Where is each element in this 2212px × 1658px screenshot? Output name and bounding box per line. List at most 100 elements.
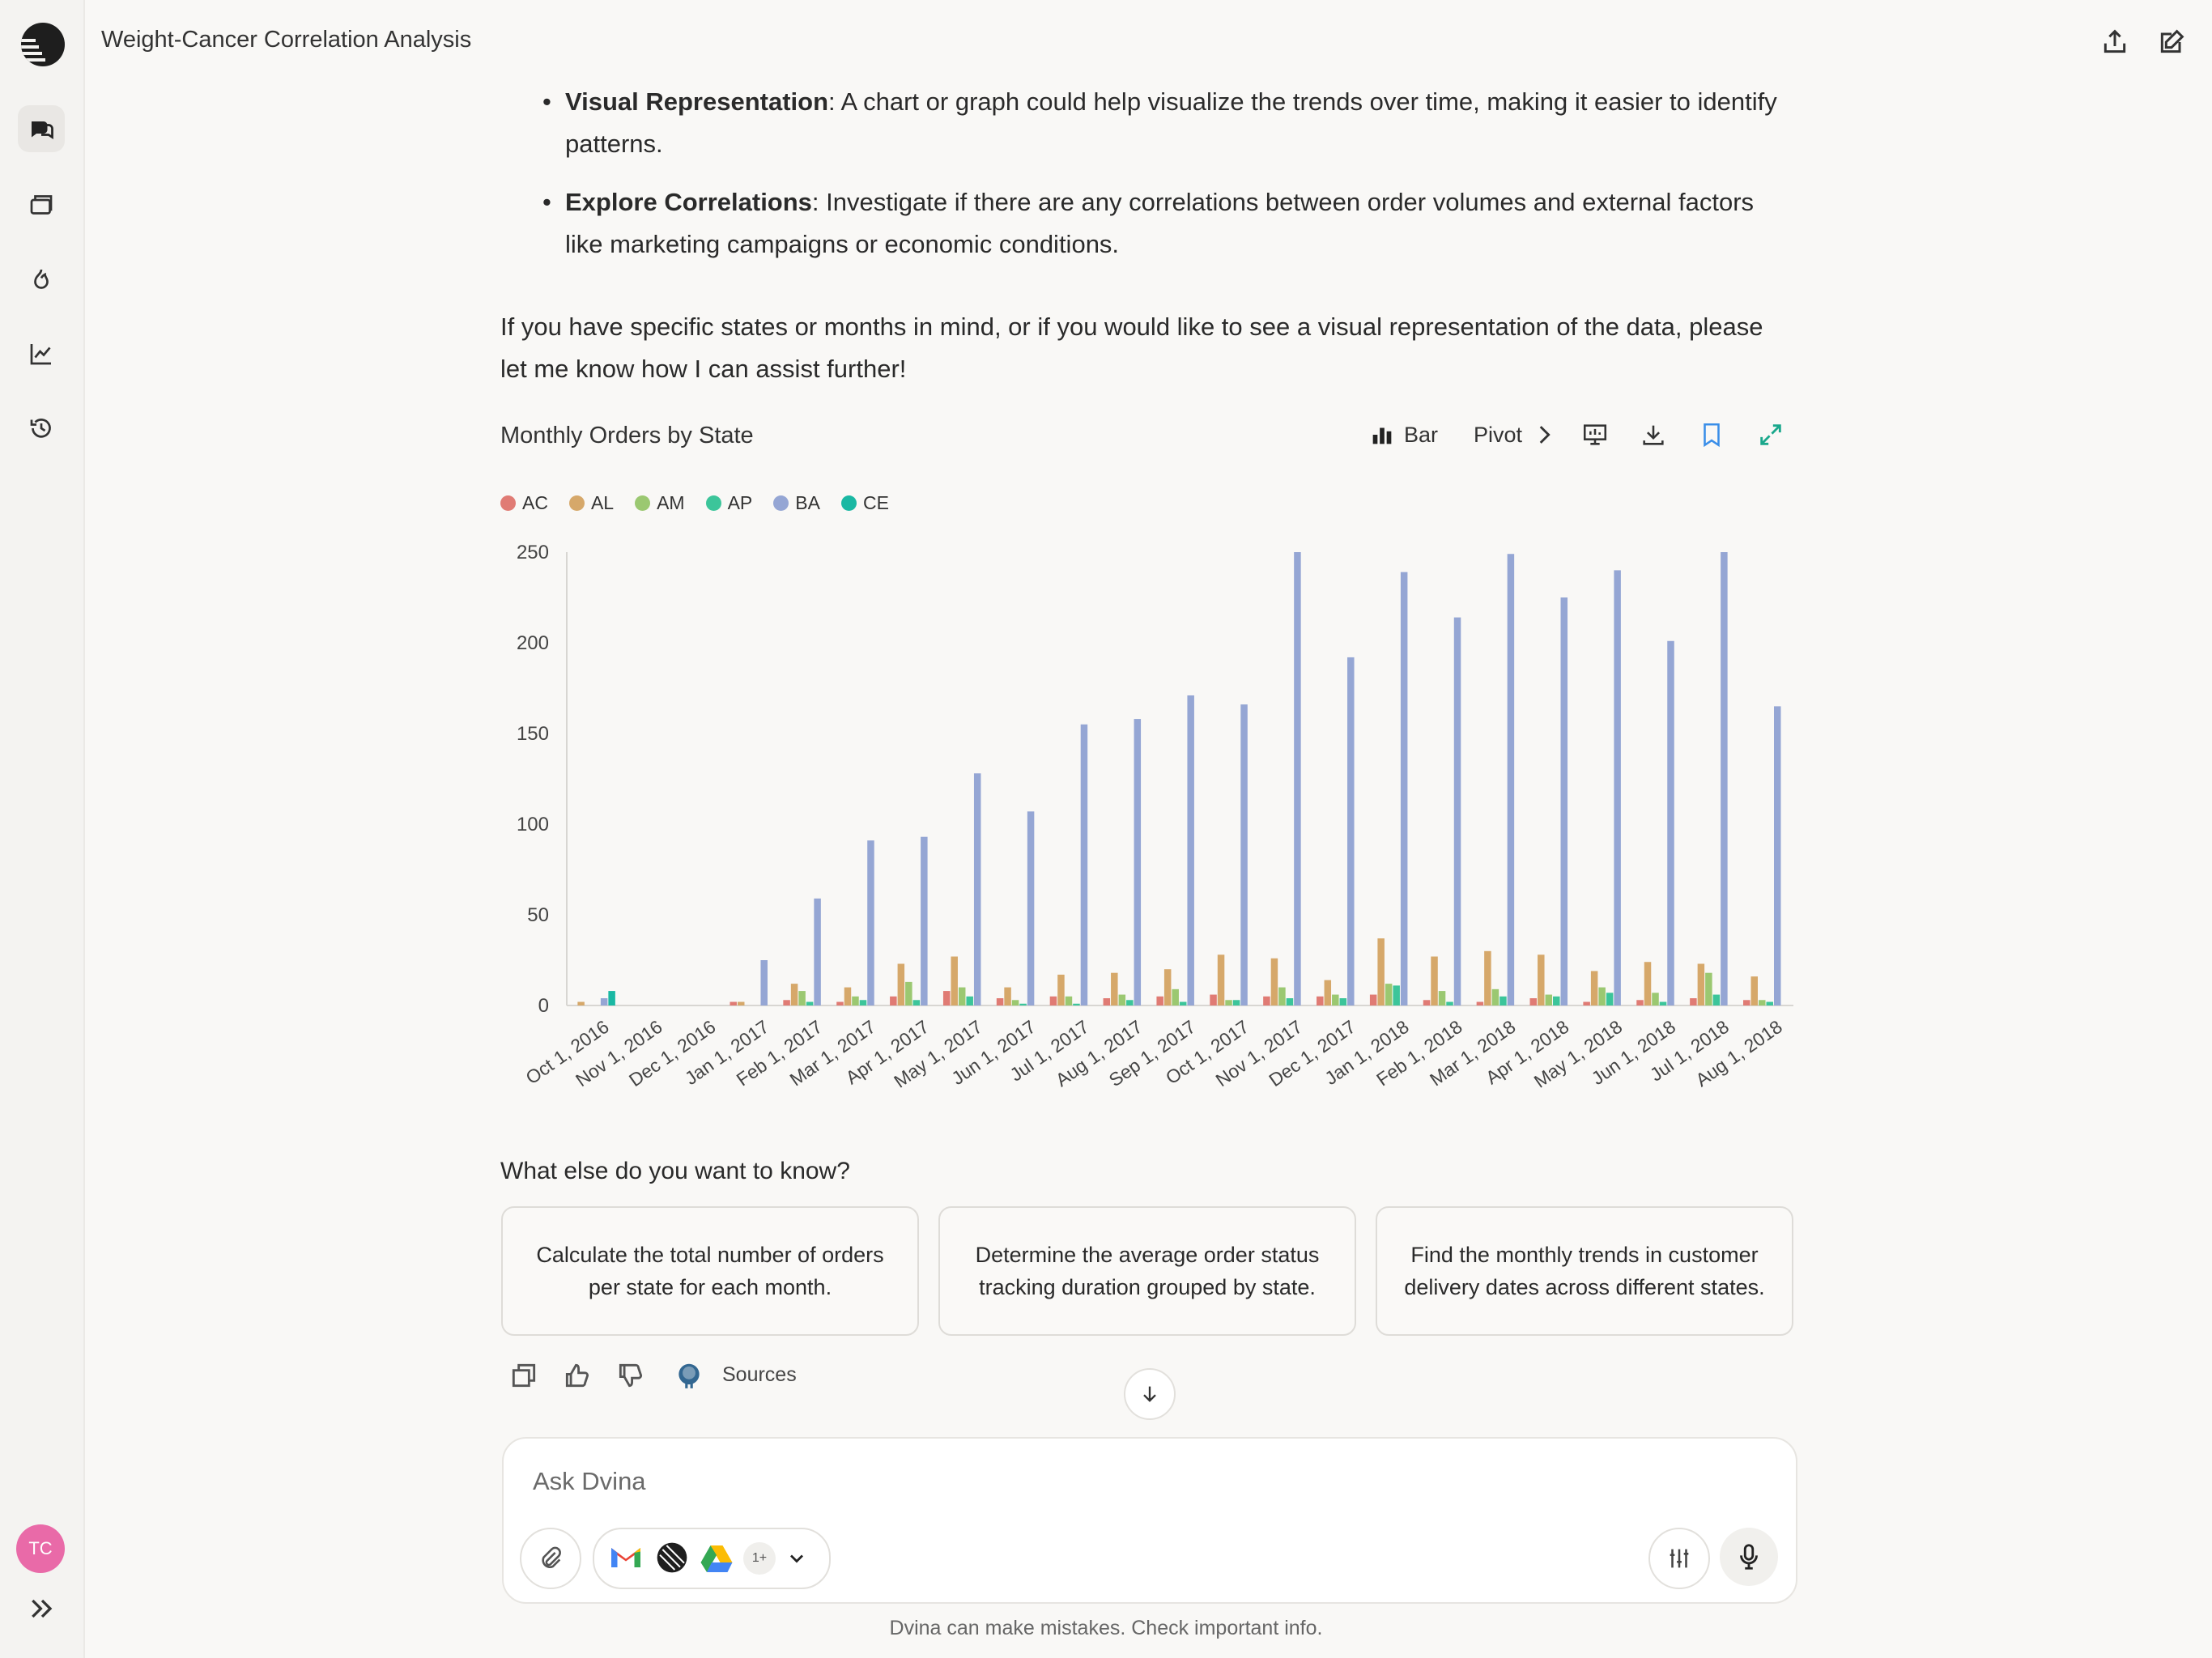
bar-al: [790, 984, 798, 1005]
bar-ba: [1134, 719, 1142, 1005]
bar-am: [1225, 1000, 1232, 1005]
bar-ac: [783, 1000, 790, 1005]
legend-item-am[interactable]: AM: [635, 492, 685, 514]
bar-al: [1431, 956, 1438, 1005]
pivot-button[interactable]: Pivot: [1474, 421, 1558, 449]
bar-ba: [1347, 657, 1355, 1005]
bar-al: [1750, 976, 1758, 1005]
folders-icon[interactable]: [18, 181, 65, 228]
bar-ap: [1553, 996, 1560, 1005]
database-source-icon[interactable]: [674, 1360, 704, 1391]
bar-ap: [859, 1000, 867, 1005]
presentation-icon: [1583, 424, 1607, 445]
microphone-button[interactable]: [1720, 1528, 1778, 1586]
settings-button[interactable]: [1648, 1528, 1710, 1589]
history-icon[interactable]: [18, 405, 65, 452]
pivot-label: Pivot: [1474, 422, 1523, 447]
attach-button[interactable]: [520, 1528, 581, 1589]
legend-item-ce[interactable]: CE: [840, 492, 889, 514]
bar-al: [1484, 950, 1491, 1005]
avatar[interactable]: TC: [16, 1524, 65, 1573]
chart-line-icon[interactable]: [18, 330, 65, 377]
bar-ba: [1721, 552, 1728, 1005]
bar-ba: [760, 960, 768, 1005]
y-tick-label: 50: [527, 904, 549, 926]
chart-legend: AC AL AM AP BA CE: [500, 492, 889, 514]
suggestion-card[interactable]: Determine the average order status track…: [938, 1206, 1356, 1336]
gmail-icon: [611, 1548, 640, 1567]
avatar-initials: TC: [28, 1538, 53, 1558]
expand-icon: [1760, 424, 1781, 445]
share-icon[interactable]: [2099, 24, 2131, 60]
bar-am: [1652, 993, 1659, 1005]
bar-ac: [1636, 1000, 1644, 1005]
bar-am: [1065, 996, 1073, 1005]
chart-type-label: Bar: [1404, 422, 1439, 447]
bookmark-button[interactable]: [1698, 421, 1725, 449]
bar-ac: [1049, 996, 1057, 1005]
bar-al: [1004, 987, 1011, 1005]
bar-am: [798, 991, 806, 1005]
disclaimer: Dvina can make mistakes. Check important…: [889, 1617, 1323, 1639]
present-button[interactable]: [1581, 421, 1609, 449]
legend-label: AL: [590, 492, 615, 513]
bar-ap: [1339, 998, 1347, 1005]
message-paragraph: If you have specific states or months in…: [500, 312, 1763, 383]
legend-item-ac[interactable]: AC: [500, 492, 548, 514]
microphone-icon: [1740, 1544, 1758, 1570]
bar-am: [1332, 994, 1339, 1005]
bar-ac: [1690, 998, 1697, 1005]
bar-al: [1697, 963, 1705, 1005]
bar-ac: [1103, 998, 1111, 1005]
new-chat-icon[interactable]: [2155, 24, 2188, 60]
bar-ac: [1317, 996, 1324, 1005]
legend-label: AM: [657, 492, 685, 513]
legend-item-ap[interactable]: AP: [705, 492, 752, 514]
ask-input[interactable]: [531, 1458, 1506, 1505]
bar-ba: [1187, 695, 1194, 1005]
legend-item-al[interactable]: AL: [568, 492, 615, 514]
bookmark-icon: [1704, 423, 1720, 448]
bar-ap: [1712, 994, 1721, 1005]
bar-ac: [836, 1001, 844, 1005]
sliders-icon: [1670, 1549, 1689, 1568]
scroll-down-button[interactable]: [1124, 1368, 1176, 1420]
bar-ac: [1369, 994, 1377, 1005]
legend-item-ba[interactable]: BA: [773, 492, 820, 514]
bar-ac: [996, 998, 1004, 1005]
bar-ap: [1232, 1000, 1240, 1005]
fullscreen-button[interactable]: [1757, 421, 1784, 449]
chat-icon[interactable]: [18, 105, 65, 152]
bar-ac: [1476, 1001, 1484, 1005]
bar-ba: [1774, 706, 1781, 1005]
connected-apps[interactable]: 1+: [593, 1528, 831, 1589]
chart-type-button[interactable]: Bar: [1368, 421, 1438, 449]
app-logo[interactable]: [21, 23, 65, 66]
download-button[interactable]: [1640, 421, 1667, 449]
bar-ap: [1179, 1001, 1187, 1005]
bar-am: [1278, 987, 1286, 1005]
bar-al: [577, 1001, 585, 1005]
sources-link[interactable]: Sources: [722, 1363, 797, 1386]
y-tick-label: 150: [517, 723, 549, 745]
bar-ac: [890, 996, 897, 1005]
legend-swatch: [773, 495, 789, 511]
copy-icon[interactable]: [508, 1360, 539, 1391]
bar-am: [1759, 1000, 1766, 1005]
thumbs-down-icon[interactable]: [615, 1360, 646, 1391]
expand-sidebar-icon[interactable]: [26, 1595, 58, 1622]
bar-am: [852, 996, 859, 1005]
thumbs-up-icon[interactable]: [562, 1360, 593, 1391]
bar-ac: [1263, 996, 1270, 1005]
bullet-title: Explore Correlations: [565, 188, 812, 216]
legend-swatch: [500, 495, 516, 511]
bullet-text: : A chart or graph could help visualize …: [565, 87, 1777, 158]
suggestion-card[interactable]: Calculate the total number of orders per…: [501, 1206, 919, 1336]
bar-ac: [1210, 994, 1217, 1005]
bar-ba: [1080, 724, 1088, 1005]
flame-icon[interactable]: [18, 256, 65, 303]
bar-am: [1705, 972, 1712, 1005]
legend-label: AC: [522, 492, 548, 513]
bar-am: [1491, 988, 1499, 1005]
suggestion-card[interactable]: Find the monthly trends in customer deli…: [1376, 1206, 1793, 1336]
